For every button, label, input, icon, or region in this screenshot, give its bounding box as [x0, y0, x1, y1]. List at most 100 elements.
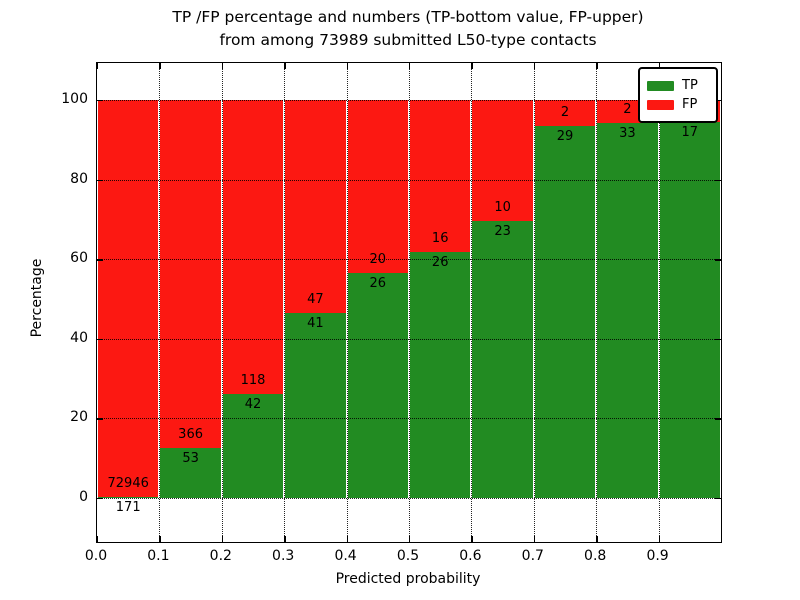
x-tick-mark [533, 63, 536, 69]
bar-tp-segment [534, 125, 596, 498]
x-tick-mark [221, 63, 224, 69]
fp-count-label: 72946 [107, 476, 149, 492]
bar-tp-segment [410, 251, 471, 498]
tp-count-label: 42 [244, 396, 262, 412]
x-tick-label: 0.0 [84, 548, 108, 564]
x-tick-mark [284, 536, 286, 542]
tp-count-label: 41 [307, 315, 324, 331]
fp-count-label: 2 [560, 104, 570, 120]
y-tick-label: 0 [79, 489, 88, 505]
y-tick-mark [97, 100, 103, 102]
bar-tp-segment [285, 312, 346, 498]
y-tick-mark [715, 338, 721, 341]
fp-count-label: 10 [494, 199, 511, 215]
fp-count-label: 20 [369, 252, 387, 268]
y-tick-label: 80 [70, 170, 88, 187]
tp-count-label: 23 [494, 223, 511, 239]
y-tick-label: 40 [70, 329, 88, 346]
legend-label-fp: FP [682, 97, 698, 112]
x-tick-mark [596, 536, 598, 542]
x-axis-label: Predicted probability [335, 571, 481, 587]
tp-count-label: 26 [431, 254, 449, 270]
x-tick-label: 0.3 [272, 548, 295, 564]
x-gridline [471, 63, 473, 542]
tp-swatch-icon [647, 81, 674, 91]
legend-label-tp: TP [682, 78, 698, 93]
x-tick-mark [471, 536, 473, 542]
y-tick-mark [97, 418, 103, 420]
bar-fp-segment [534, 100, 596, 126]
legend-row-fp: FP [647, 97, 709, 113]
x-gridline [346, 63, 348, 542]
x-gridline [533, 63, 535, 542]
x-tick-mark [97, 536, 99, 542]
y-tick-mark [97, 179, 103, 181]
x-gridline [221, 63, 223, 542]
x-tick-mark [533, 536, 536, 542]
x-tick-mark [409, 536, 411, 542]
chart-title-line1: TP /FP percentage and numbers (TP-bottom… [172, 8, 644, 26]
y-tick-mark [715, 259, 721, 261]
tp-count-label: 29 [556, 128, 574, 144]
tp-count-label: 33 [619, 125, 636, 141]
x-gridline [596, 63, 598, 542]
x-tick-mark [284, 63, 286, 69]
chart-title: TP /FP percentage and numbers (TP-bottom… [96, 6, 720, 52]
y-tick-mark [715, 100, 721, 102]
x-tick-mark [159, 63, 161, 69]
y-tick-mark [715, 179, 721, 181]
bar-tp-segment [98, 497, 159, 499]
fp-count-label: 16 [431, 230, 449, 246]
y-tick-label: 100 [61, 91, 88, 107]
y-axis-label: Percentage [29, 258, 45, 338]
x-tick-label: 0.9 [646, 548, 669, 564]
x-tick-mark [221, 536, 224, 542]
fp-count-label: 366 [178, 426, 203, 442]
bar-fp-segment [347, 100, 408, 274]
x-tick-mark [658, 63, 660, 69]
x-tick-label: 0.4 [334, 548, 357, 564]
bar-tp-segment [472, 220, 533, 498]
x-tick-label: 0.5 [396, 548, 420, 564]
x-tick-mark [159, 536, 161, 542]
y-tick-mark [97, 338, 103, 341]
x-gridline [409, 63, 410, 542]
bar-tp-segment [222, 393, 284, 498]
x-tick-mark [658, 536, 660, 542]
x-tick-mark [409, 63, 411, 69]
x-gridline [284, 63, 286, 542]
x-tick-label: 0.7 [521, 548, 544, 564]
x-tick-mark [346, 536, 348, 542]
bar-fp-segment [285, 100, 346, 313]
y-tick-label: 20 [70, 409, 88, 426]
x-tick-label: 0.2 [209, 548, 232, 564]
y-tick-mark [97, 498, 103, 500]
x-gridline [658, 63, 660, 542]
x-tick-mark [346, 63, 348, 69]
bar-fp-segment [222, 100, 284, 394]
bar-tp-segment [160, 447, 221, 498]
fp-count-label: 118 [240, 372, 266, 388]
y-tick-label: 60 [70, 250, 88, 267]
bar-tp-segment [659, 122, 720, 498]
bar-tp-segment [347, 273, 408, 498]
tp-count-label: 53 [182, 450, 199, 466]
x-tick-mark [97, 63, 99, 69]
x-tick-label: 0.1 [147, 548, 170, 564]
tp-count-label: 17 [681, 125, 699, 141]
x-tick-label: 0.6 [459, 548, 482, 564]
fp-swatch-icon [647, 100, 674, 110]
legend: TP FP [638, 67, 718, 123]
y-tick-mark [715, 498, 721, 500]
x-tick-mark [596, 63, 598, 69]
bar-fp-segment [472, 100, 533, 221]
bar-fp-segment [98, 100, 159, 498]
legend-row-tp: TP [647, 78, 709, 94]
bar-fp-segment [160, 100, 221, 448]
fp-count-label: 2 [623, 101, 632, 117]
y-tick-mark [715, 418, 721, 420]
x-gridline [159, 63, 161, 542]
fp-count-label: 47 [307, 291, 324, 307]
y-tick-mark [97, 259, 103, 261]
